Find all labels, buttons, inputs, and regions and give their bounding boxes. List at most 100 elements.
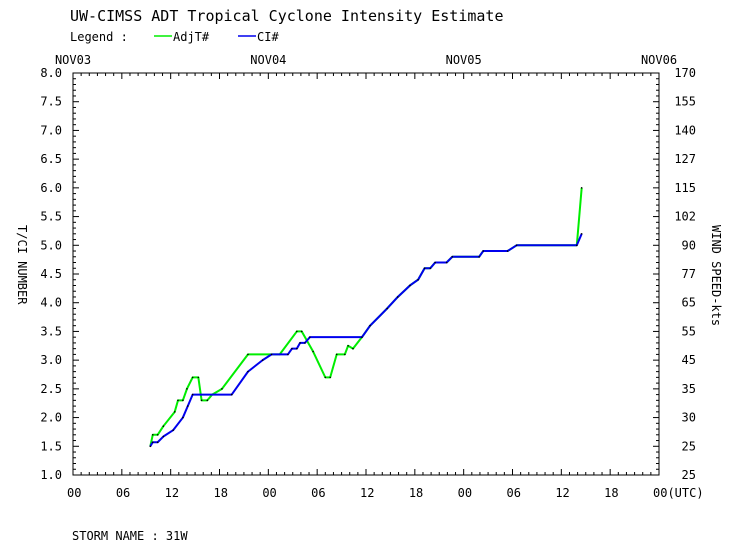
data-point-adjt — [580, 187, 583, 189]
data-point-adjt — [162, 425, 165, 427]
x-tick-label: 18 — [214, 486, 228, 500]
data-point-ci — [156, 441, 159, 444]
data-point-ci — [162, 435, 165, 438]
data-point-ci — [309, 336, 311, 338]
data-point-adjt — [197, 376, 200, 379]
y-right-tick-label: 65 — [682, 296, 696, 310]
data-point-ci — [270, 353, 273, 356]
y-right-tick-label: 115 — [674, 181, 696, 195]
y-right-tick-label: 127 — [674, 152, 696, 166]
y-axis-title-right: WIND SPEED-kts — [709, 225, 723, 326]
x-tick-label: 00(UTC) — [653, 486, 704, 500]
y-tick-label: 8.0 — [40, 66, 62, 80]
y-tick-label: 5.5 — [40, 210, 62, 224]
data-point-adjt — [247, 353, 249, 356]
legend-entry-adjt: AdjT# — [173, 30, 210, 44]
data-point-adjt — [312, 350, 314, 353]
storm-name: STORM NAME : 31W — [72, 529, 188, 543]
date-label: NOV03 — [55, 53, 91, 67]
legend-entry-ci: CI# — [257, 30, 279, 44]
data-point-ci — [230, 393, 233, 396]
data-point-ci — [423, 267, 426, 270]
series-line-adjt — [149, 187, 583, 447]
x-tick-label: 06 — [311, 486, 325, 500]
data-point-ci — [575, 244, 578, 247]
data-point-ci — [478, 255, 480, 258]
data-point-ci — [417, 278, 419, 281]
data-point-adjt — [300, 330, 303, 333]
data-point-adjt — [151, 434, 154, 436]
data-point-adjt — [191, 376, 194, 379]
legend-label: Legend : — [70, 30, 128, 44]
plot-frame — [72, 72, 660, 476]
y-tick-label: 1.5 — [40, 439, 62, 453]
data-point-ci — [299, 342, 301, 344]
data-point-adjt — [352, 347, 354, 350]
data-point-adjt — [156, 434, 159, 436]
series-lines — [149, 187, 583, 448]
data-point-ci — [445, 261, 448, 264]
y-right-tick-label: 35 — [682, 382, 696, 396]
x-tick-label: 00 — [458, 486, 472, 500]
data-point-ci — [151, 441, 154, 444]
date-label: NOV04 — [250, 53, 286, 67]
data-point-ci — [434, 261, 436, 264]
data-point-ci — [386, 307, 388, 310]
x-tick-label: 00 — [67, 486, 81, 500]
y-tick-label: 3.5 — [40, 324, 62, 338]
y-tick-label: 2.5 — [40, 382, 62, 396]
data-point-ci — [287, 353, 289, 356]
data-point-adjt — [324, 376, 327, 379]
data-point-adjt — [347, 344, 349, 347]
data-point-ci — [247, 370, 249, 373]
data-point-ci — [261, 359, 264, 361]
data-point-ci — [515, 244, 518, 247]
data-point-ci — [451, 255, 454, 258]
data-point-ci — [580, 233, 583, 235]
data-point-adjt — [344, 353, 346, 356]
data-point-ci — [149, 445, 152, 448]
data-point-adjt — [335, 353, 338, 356]
data-point-ci — [191, 393, 194, 396]
y-right-tick-label: 45 — [682, 353, 696, 367]
y-right-tick-label: 77 — [682, 267, 696, 281]
y-tick-label: 4.0 — [40, 296, 62, 310]
series-line-ci — [149, 233, 583, 447]
y-right-tick-label: 25 — [682, 468, 696, 482]
y-tick-label: 5.0 — [40, 238, 62, 252]
x-tick-label: 00 — [262, 486, 276, 500]
data-point-adjt — [182, 399, 184, 402]
axis-labels: 00 06 12 18 00 06 12 18 00 06 12 18 00(UTC) NOV03 NOV0… — [40, 53, 703, 500]
axis-ticks — [72, 72, 660, 476]
data-point-adjt — [200, 399, 203, 402]
y-right-tick-label: 155 — [674, 95, 696, 109]
y-right-tick-label: 55 — [682, 324, 696, 338]
y-right-tick-label: 30 — [682, 411, 696, 425]
y-tick-label: 6.0 — [40, 181, 62, 195]
data-point-adjt — [221, 388, 223, 390]
y-tick-label: 7.5 — [40, 95, 62, 109]
data-point-adjt — [206, 399, 209, 402]
chart-title: UW-CIMSS ADT Tropical Cyclone Intensity … — [70, 7, 503, 25]
data-point-ci — [429, 267, 432, 270]
y-right-tick-label: 25 — [682, 439, 696, 453]
data-point-adjt — [329, 376, 331, 379]
data-point-adjt — [186, 388, 188, 390]
data-point-ci — [396, 296, 399, 298]
x-tick-label: 06 — [116, 486, 130, 500]
x-tick-label: 12 — [165, 486, 179, 500]
data-point-adjt — [296, 330, 298, 333]
data-point-ci — [482, 250, 485, 252]
y-tick-label: 3.0 — [40, 353, 62, 367]
y-right-tick-label: 170 — [674, 66, 696, 80]
x-tick-label: 12 — [360, 486, 374, 500]
data-point-ci — [182, 416, 184, 419]
data-point-ci — [506, 250, 509, 252]
x-tick-label: 18 — [409, 486, 423, 500]
data-point-ci — [304, 342, 306, 344]
date-label: NOV06 — [641, 53, 677, 67]
y-tick-label: 2.0 — [40, 411, 62, 425]
data-point-ci — [172, 429, 174, 432]
y-axis-title-left: T/CI NUMBER — [15, 225, 29, 305]
